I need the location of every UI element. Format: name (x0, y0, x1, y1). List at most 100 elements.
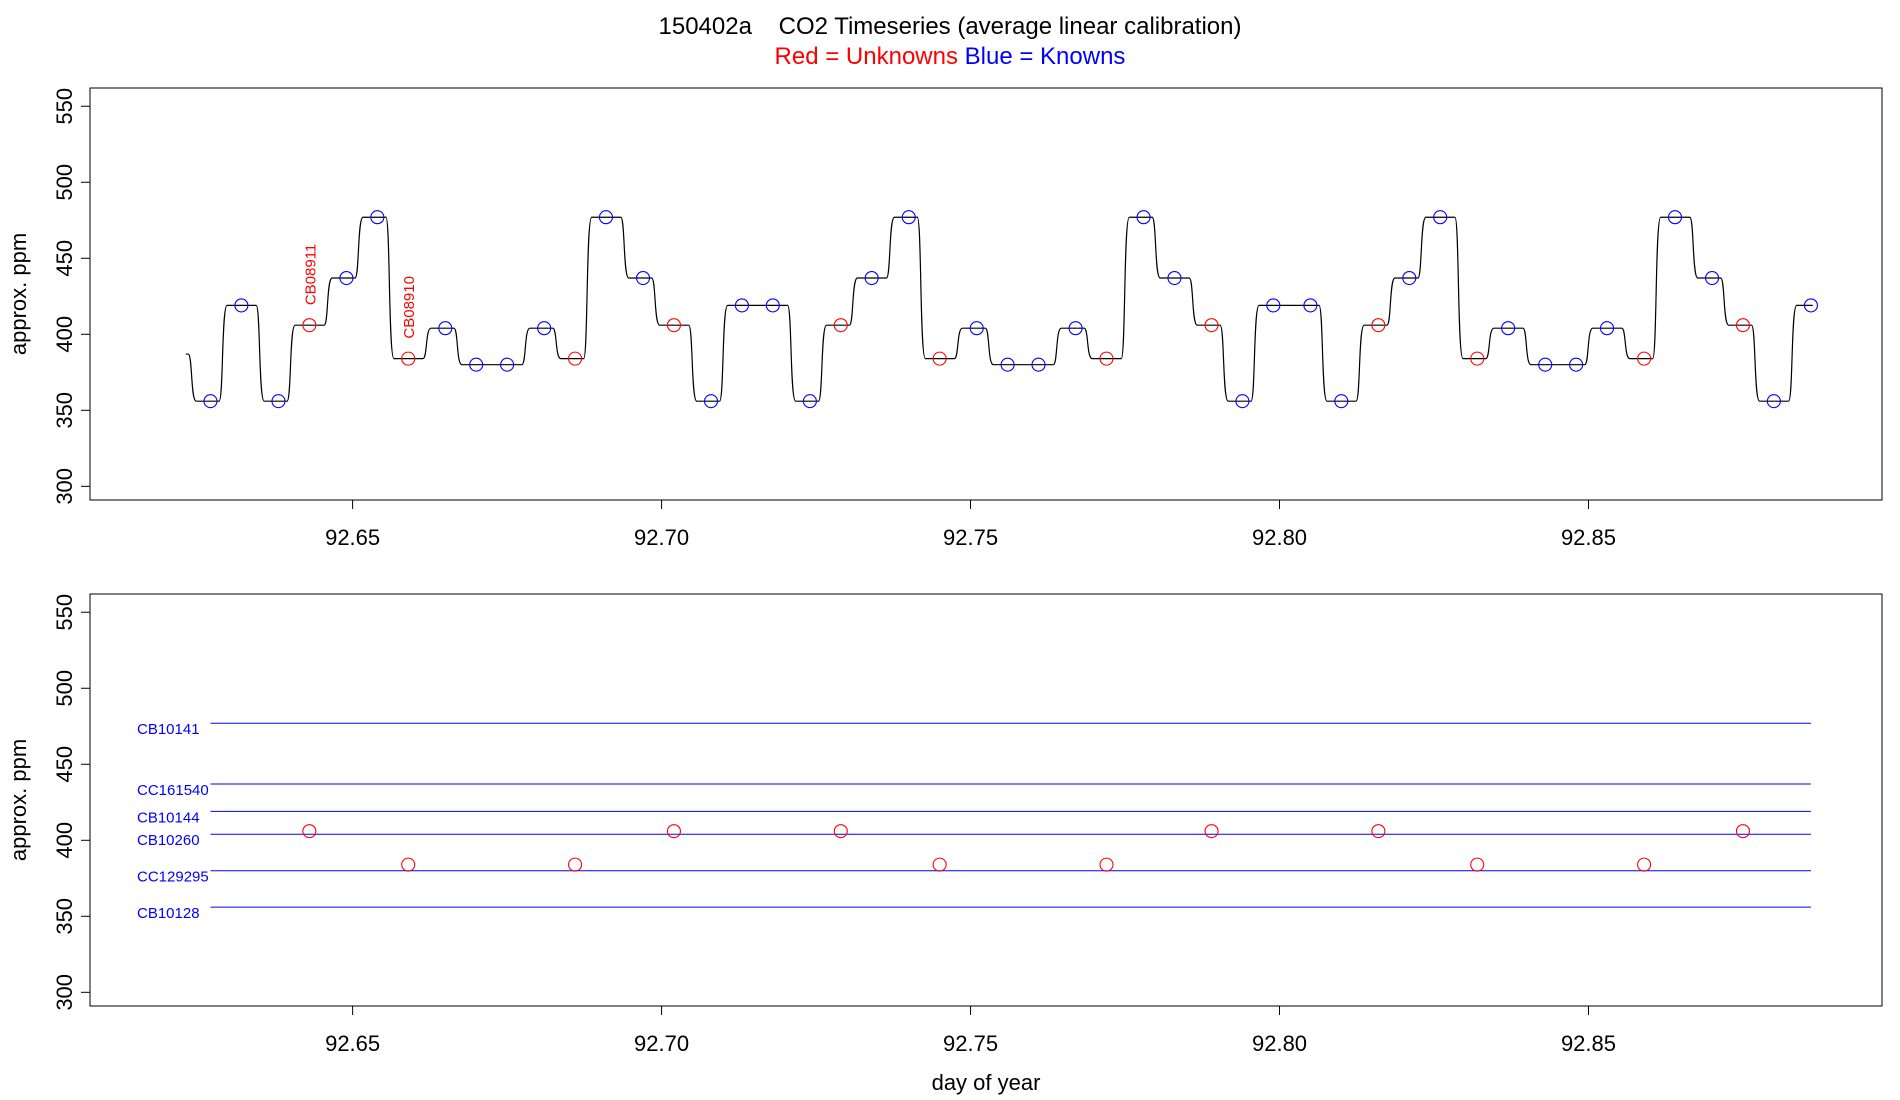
unknown-point (1637, 351, 1652, 366)
top-y-tick-label: 400 (52, 316, 77, 353)
unknown-point (401, 351, 416, 366)
known-point (901, 210, 916, 225)
unknown-point (833, 824, 848, 839)
chart-subtitle: Red = Unknowns Blue = Knowns (0, 42, 1900, 72)
sample-annotation: CB08910 (401, 276, 418, 339)
unknown-point (1735, 824, 1751, 839)
known-point (703, 394, 719, 409)
bottom-y-tick-label: 300 (52, 974, 77, 1011)
chart-title: 150402a CO2 Timeseries (average linear c… (658, 13, 1242, 40)
known-point (1599, 321, 1615, 336)
top-x-tick-label: 92.85 (1561, 525, 1616, 550)
top-panel: 300 350 400 450 500 550 approx. ppm 92.65 92.70 9… (6, 87, 1883, 550)
known-point (1433, 210, 1448, 225)
top-y-tick-label: 550 (52, 88, 77, 125)
known-point (969, 321, 984, 336)
known-point (765, 298, 780, 313)
known-point (1068, 321, 1083, 336)
title-block: 150402a CO2 Timeseries (average linear c… (0, 12, 1900, 72)
unknown-point (666, 318, 681, 333)
known-point (802, 394, 817, 409)
unknown-point (1204, 318, 1219, 333)
bottom-x-tick-label: 92.65 (325, 1031, 380, 1056)
top-x-tick-label: 92.75 (943, 525, 998, 550)
unknown-point (302, 318, 317, 333)
unknown-point (1204, 824, 1219, 839)
reference-line-label: CB10144 (137, 809, 200, 826)
known-point (1538, 357, 1553, 372)
known-point (1803, 298, 1818, 313)
unknown-point (1470, 351, 1485, 366)
unknown-point (932, 351, 947, 366)
unknown-point (401, 857, 416, 872)
bottom-x-tick-label: 92.85 (1561, 1031, 1616, 1056)
bottom-plot-frame (89, 593, 1883, 1007)
bottom-y-tick-label: 550 (52, 594, 77, 631)
unknown-point (1099, 351, 1114, 366)
known-point (1266, 298, 1281, 313)
unknown-point (302, 824, 317, 839)
top-y-tick-label: 450 (52, 240, 77, 277)
bottom-x-tick-label: 92.70 (634, 1031, 689, 1056)
known-point (1569, 357, 1584, 372)
unknown-point (1470, 857, 1485, 872)
known-point (1167, 270, 1182, 286)
known-point (469, 357, 484, 372)
known-point (1334, 394, 1349, 409)
bottom-y-tick-label: 450 (52, 746, 77, 783)
top-x-tick-label: 92.70 (634, 525, 689, 550)
known-point (438, 321, 453, 336)
known-point (734, 298, 749, 313)
sample-annotation: CB08911 (302, 244, 319, 305)
unknown-point (1371, 824, 1386, 839)
known-point (1235, 394, 1250, 409)
known-point (1031, 357, 1046, 372)
top-y-axis-label: approx. ppm (6, 233, 31, 355)
known-point (1501, 321, 1516, 336)
unknown-point (1735, 318, 1751, 333)
unknown-point (568, 857, 583, 872)
known-point (203, 394, 218, 409)
reference-line-label: CB10141 (137, 721, 200, 738)
known-point (234, 298, 249, 313)
top-y-tick-label: 500 (52, 164, 77, 201)
top-x-tick-label: 92.65 (325, 525, 380, 550)
known-point (1303, 298, 1318, 313)
reference-line-label: CC161540 (137, 782, 209, 799)
top-plot-frame (89, 87, 1883, 501)
reference-line-label: CB10128 (137, 905, 200, 922)
legend-knowns: Blue = Knowns (964, 43, 1126, 70)
unknown-point (1637, 857, 1652, 872)
known-point (635, 270, 651, 286)
known-point (537, 321, 552, 336)
unknown-point (1371, 318, 1386, 333)
bottom-x-axis-label: day of year (932, 1070, 1041, 1095)
top-x-tick-label: 92.80 (1252, 525, 1307, 550)
bottom-y-tick-label: 350 (52, 898, 77, 935)
known-point (271, 394, 286, 409)
unknown-point (932, 857, 947, 872)
known-point (598, 210, 614, 225)
unknown-point (1099, 857, 1114, 872)
bottom-panel: 300 350 400 450 500 550 approx. ppm 92.65 92.70 9… (6, 593, 1883, 1095)
top-y-tick-label: 350 (52, 392, 77, 429)
known-point (1402, 270, 1417, 286)
reference-line-label: CB10260 (137, 832, 200, 849)
known-point (1136, 210, 1151, 225)
known-point (370, 210, 385, 225)
bottom-y-tick-label: 400 (52, 822, 77, 859)
known-point (1766, 394, 1781, 409)
bottom-x-tick-label: 92.80 (1252, 1031, 1307, 1056)
known-point (500, 357, 515, 372)
unknown-point (666, 824, 681, 839)
reference-line-label: CC129295 (137, 869, 209, 886)
known-point (1705, 270, 1720, 286)
bottom-y-axis-label: approx. ppm (6, 739, 31, 861)
known-point (1667, 210, 1683, 225)
unknown-point (833, 318, 848, 333)
known-point (1000, 357, 1015, 372)
known-point (864, 270, 879, 286)
bottom-y-tick-label: 500 (52, 670, 77, 707)
legend-unknowns: Red = Unknowns (774, 43, 958, 70)
